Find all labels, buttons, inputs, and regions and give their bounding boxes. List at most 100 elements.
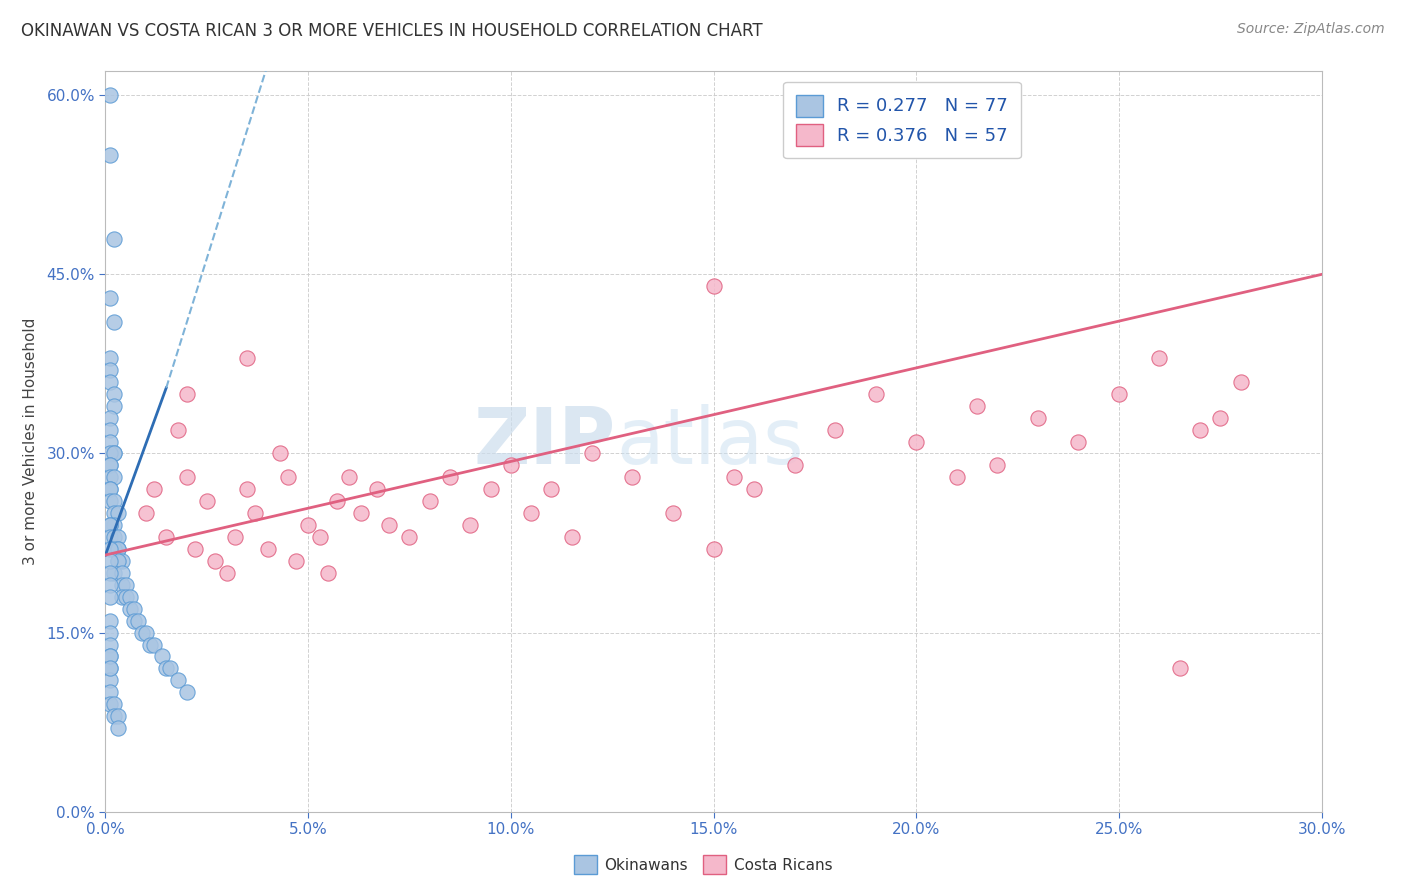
Point [742, 483, 765, 497]
Point [103, 446, 125, 460]
Point [98, 590, 121, 604]
Point [135, 625, 157, 640]
Point [98, 88, 121, 103]
Point [103, 530, 125, 544]
Point [103, 446, 125, 460]
Point [499, 458, 522, 473]
Point [111, 590, 134, 604]
Point [176, 470, 198, 484]
Point [111, 554, 134, 568]
Point [439, 470, 461, 484]
Point [621, 470, 644, 484]
Point [195, 494, 218, 508]
Point [98, 541, 121, 556]
Point [122, 601, 145, 615]
Point [1067, 434, 1090, 449]
Point [111, 578, 134, 592]
Point [103, 231, 125, 245]
Point [98, 566, 121, 580]
Point [159, 661, 181, 675]
Point [366, 483, 388, 497]
Point [98, 518, 121, 533]
Point [98, 661, 121, 675]
Point [702, 541, 725, 556]
Point [224, 530, 246, 544]
Point [1229, 375, 1251, 389]
Point [183, 541, 205, 556]
Point [98, 518, 121, 533]
Point [176, 386, 198, 401]
Point [1168, 661, 1191, 675]
Point [98, 649, 121, 664]
Point [378, 518, 401, 533]
Point [98, 446, 121, 460]
Point [107, 554, 129, 568]
Point [167, 673, 190, 688]
Point [98, 410, 121, 425]
Point [98, 530, 121, 544]
Point [107, 541, 129, 556]
Point [1149, 351, 1171, 365]
Point [103, 518, 125, 533]
Point [98, 698, 121, 712]
Point [479, 483, 502, 497]
Point [98, 148, 121, 162]
Point [1189, 423, 1212, 437]
Point [245, 506, 267, 520]
Point [419, 494, 441, 508]
Point [723, 470, 745, 484]
Point [111, 566, 134, 580]
Point [1209, 410, 1232, 425]
Point [118, 601, 141, 615]
Point [98, 494, 121, 508]
Point [143, 483, 166, 497]
Point [1026, 410, 1049, 425]
Point [127, 614, 149, 628]
Point [150, 649, 173, 664]
Point [256, 541, 278, 556]
Point [114, 590, 136, 604]
Point [98, 625, 121, 640]
Point [107, 721, 129, 735]
Point [98, 483, 121, 497]
Point [204, 554, 226, 568]
Point [103, 470, 125, 484]
Point [103, 315, 125, 329]
Point [217, 566, 239, 580]
Point [103, 698, 125, 712]
Point [236, 351, 259, 365]
Point [122, 614, 145, 628]
Point [139, 638, 162, 652]
Point [98, 363, 121, 377]
Point [98, 375, 121, 389]
Point [98, 578, 121, 592]
Point [966, 399, 988, 413]
Point [824, 423, 846, 437]
Legend: R = 0.277   N = 77, R = 0.376   N = 57: R = 0.277 N = 77, R = 0.376 N = 57 [783, 82, 1021, 159]
Point [98, 351, 121, 365]
Point [103, 399, 125, 413]
Text: Source: ZipAtlas.com: Source: ZipAtlas.com [1237, 22, 1385, 37]
Point [520, 506, 543, 520]
Point [103, 494, 125, 508]
Point [143, 638, 166, 652]
Point [131, 625, 153, 640]
Point [107, 709, 129, 723]
Point [98, 661, 121, 675]
Point [107, 506, 129, 520]
Point [325, 494, 347, 508]
Point [135, 506, 157, 520]
Point [98, 649, 121, 664]
Point [865, 386, 887, 401]
Point [103, 709, 125, 723]
Point [98, 470, 121, 484]
Point [783, 458, 806, 473]
Point [309, 530, 332, 544]
Y-axis label: 3 or more Vehicles in Household: 3 or more Vehicles in Household [24, 318, 38, 566]
Point [107, 554, 129, 568]
Point [398, 530, 420, 544]
Point [581, 446, 603, 460]
Legend: Okinawans, Costa Ricans: Okinawans, Costa Ricans [568, 849, 838, 880]
Point [318, 566, 340, 580]
Point [702, 279, 725, 293]
